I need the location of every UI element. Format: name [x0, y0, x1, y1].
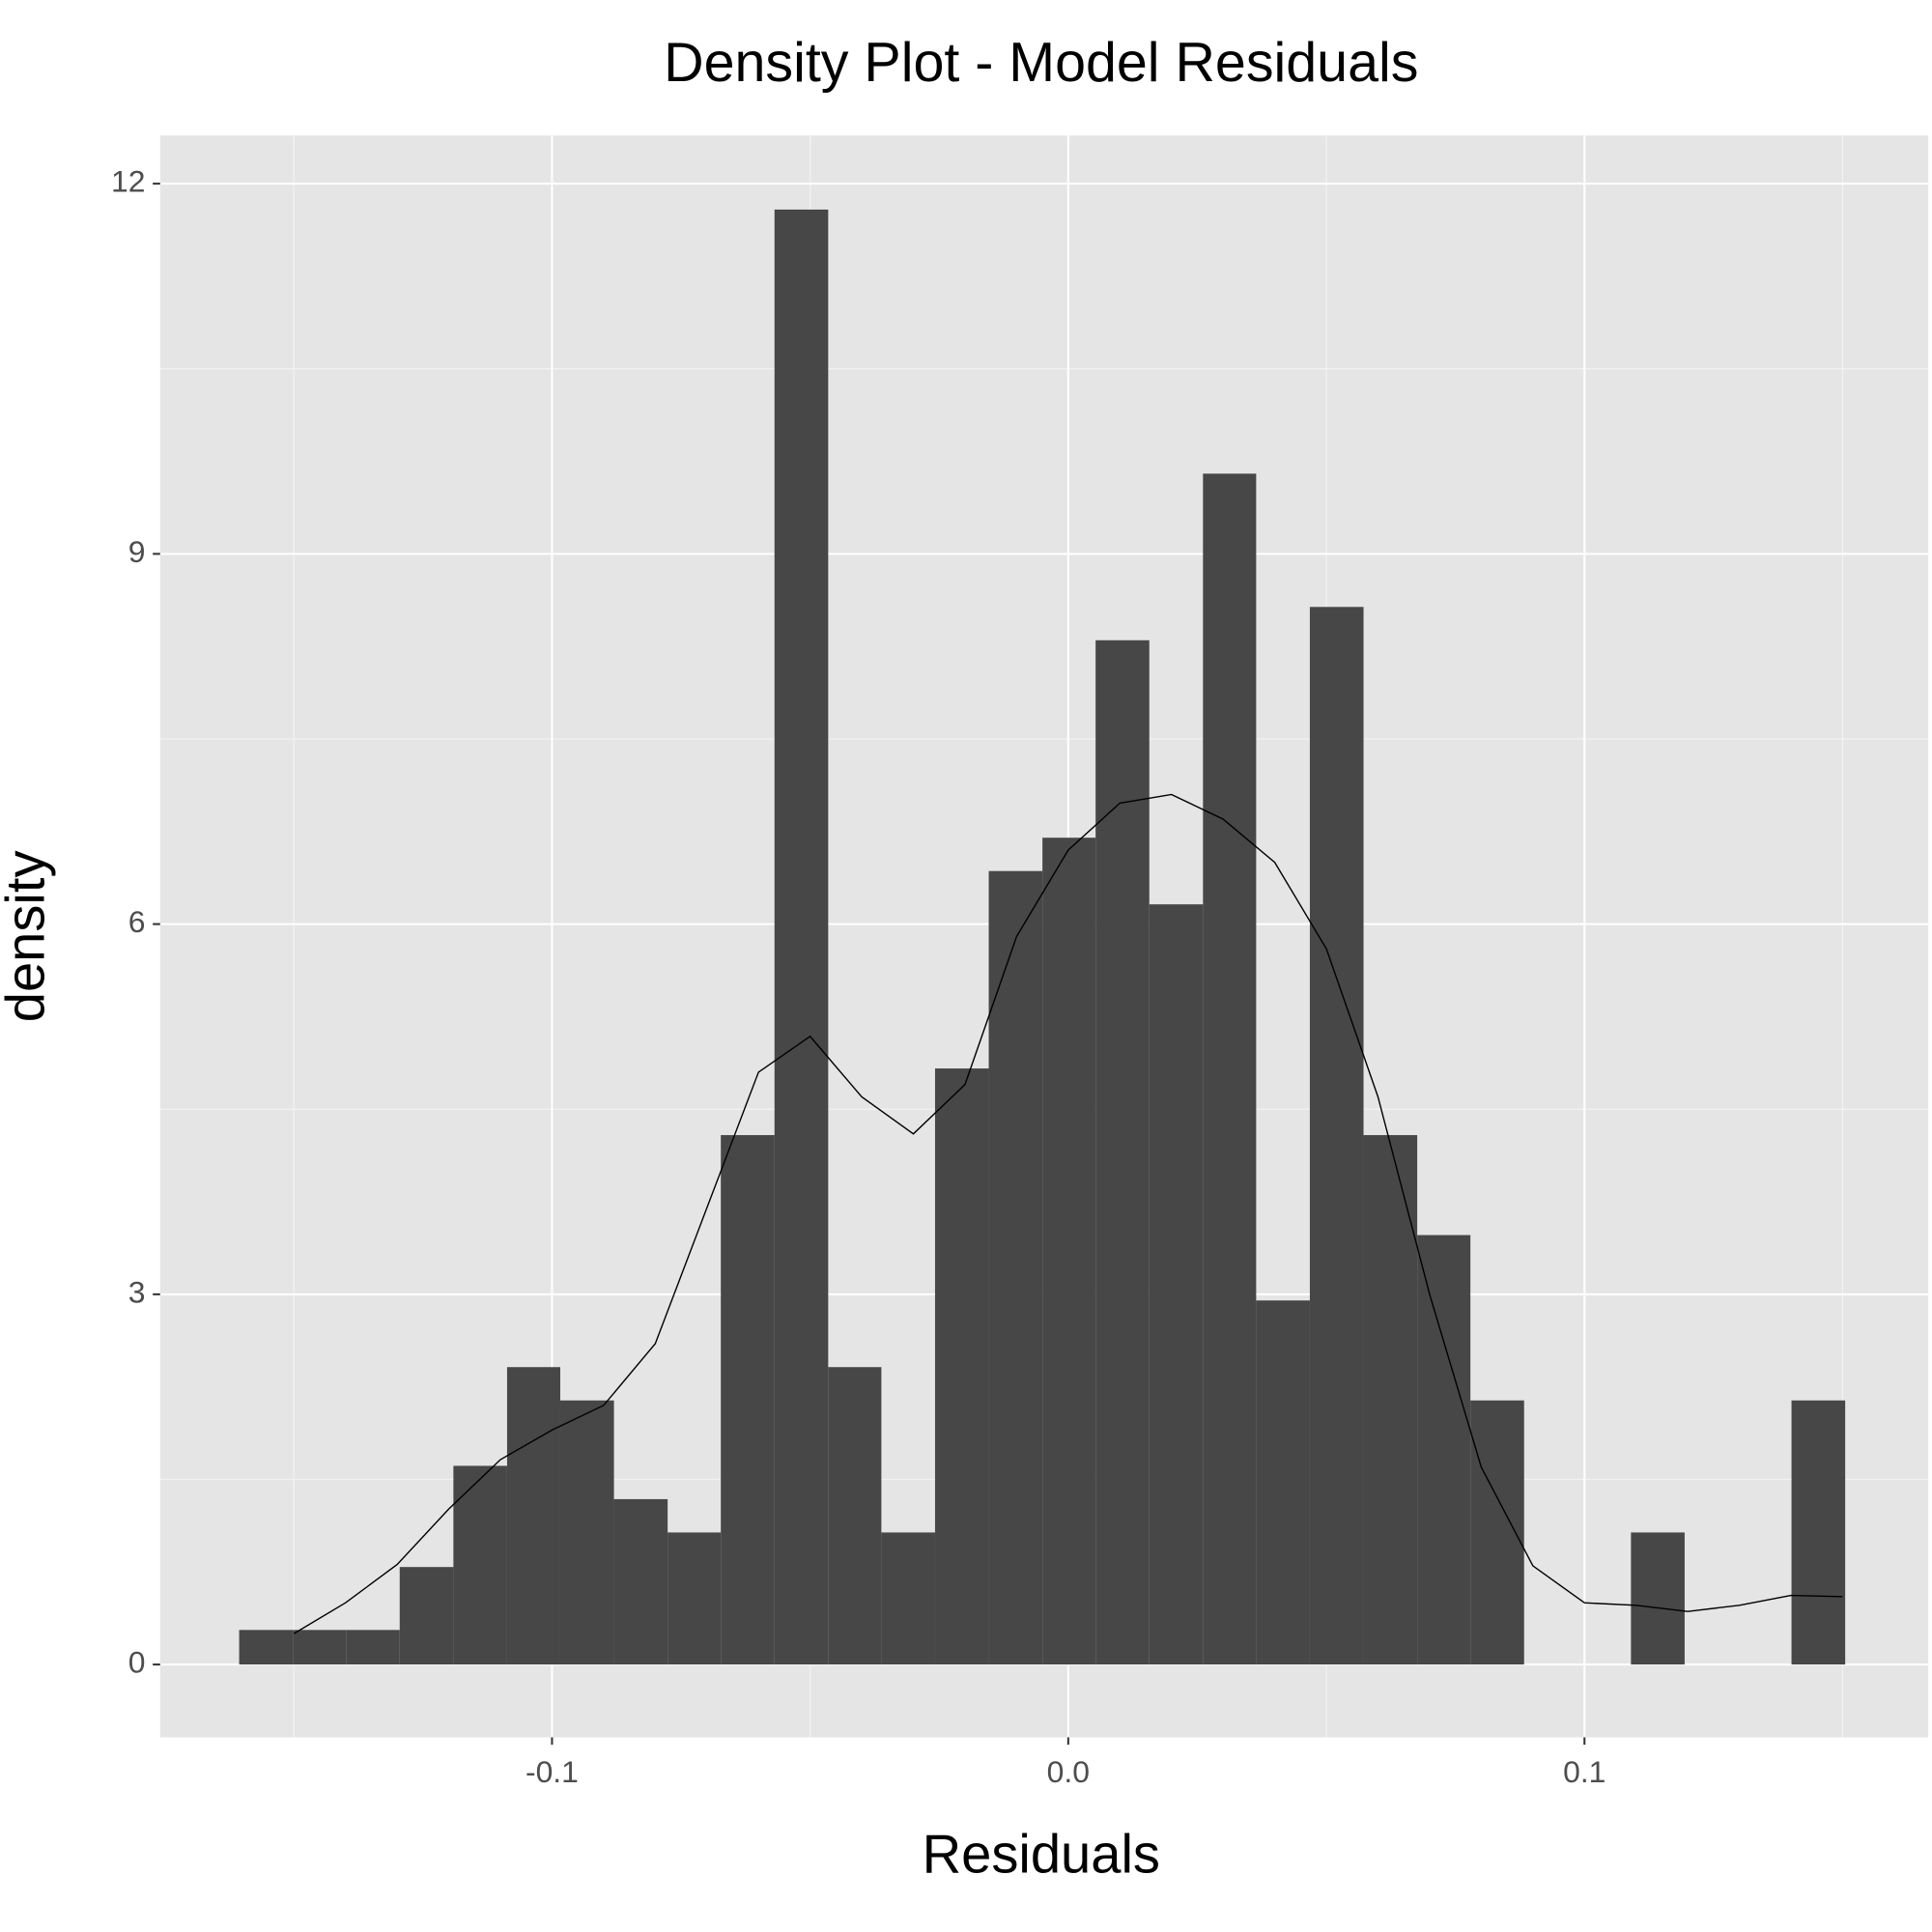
- bar: [399, 1567, 454, 1665]
- x-tick-label: 0.1: [1563, 1754, 1605, 1789]
- x-tick-label: 0.0: [1047, 1754, 1090, 1789]
- bar: [881, 1532, 935, 1665]
- bar: [1042, 838, 1096, 1665]
- y-tick-label: 3: [128, 1274, 146, 1309]
- bar: [721, 1135, 775, 1665]
- y-tick-label: 0: [128, 1645, 146, 1680]
- bar: [1791, 1400, 1846, 1665]
- bar: [293, 1630, 347, 1665]
- bar: [1256, 1300, 1310, 1665]
- x-axis-title: Residuals: [923, 1823, 1160, 1884]
- bar: [1203, 473, 1257, 1665]
- bar: [1095, 639, 1150, 1665]
- bar: [828, 1367, 882, 1665]
- x-tick-label: -0.1: [526, 1754, 579, 1789]
- bar: [559, 1400, 614, 1665]
- y-tick-label: 9: [128, 534, 146, 569]
- y-axis-title: density: [0, 850, 55, 1022]
- bar: [774, 209, 829, 1665]
- bar: [1631, 1532, 1685, 1665]
- bar: [934, 1068, 989, 1665]
- bar: [1309, 607, 1364, 1665]
- bar: [1417, 1235, 1471, 1665]
- bar: [346, 1630, 400, 1665]
- bar: [988, 870, 1043, 1665]
- bar: [506, 1367, 560, 1665]
- bar: [239, 1630, 294, 1665]
- y-tick-label: 6: [128, 904, 146, 939]
- bar: [613, 1498, 668, 1665]
- y-tick-label: 12: [111, 164, 145, 199]
- density-line: [293, 793, 1843, 1634]
- bar: [1149, 904, 1204, 1665]
- bar: [453, 1465, 507, 1665]
- chart-title: Density Plot - Model Residuals: [664, 32, 1418, 94]
- bar: [1363, 1135, 1418, 1665]
- bar: [668, 1532, 722, 1665]
